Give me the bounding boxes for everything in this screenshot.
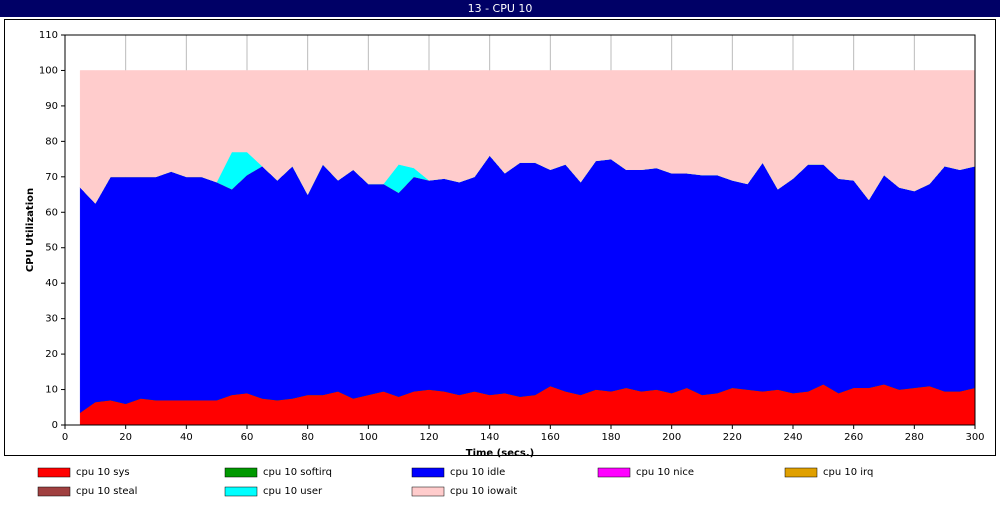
legend-swatch bbox=[597, 467, 631, 478]
x-tick-label: 20 bbox=[119, 432, 132, 443]
legend-swatch bbox=[37, 486, 71, 497]
legend-label: cpu 10 sys bbox=[76, 467, 130, 478]
y-axis-label: CPU Utilization bbox=[25, 188, 36, 272]
chart-title: 13 - CPU 10 bbox=[468, 2, 533, 15]
y-tick-label: 100 bbox=[39, 65, 58, 76]
y-tick-label: 20 bbox=[45, 349, 58, 360]
legend-label: cpu 10 idle bbox=[450, 467, 505, 478]
x-tick-label: 40 bbox=[180, 432, 193, 443]
x-tick-label: 220 bbox=[723, 432, 742, 443]
legend-swatch bbox=[224, 486, 258, 497]
legend-label: cpu 10 nice bbox=[636, 467, 694, 478]
x-tick-label: 80 bbox=[301, 432, 314, 443]
x-tick-label: 100 bbox=[359, 432, 378, 443]
y-tick-label: 110 bbox=[39, 30, 58, 41]
x-axis-label: Time (secs.) bbox=[466, 448, 535, 459]
y-tick-label: 30 bbox=[45, 314, 58, 325]
x-tick-label: 180 bbox=[601, 432, 620, 443]
legend-swatch bbox=[411, 486, 445, 497]
y-tick-label: 40 bbox=[45, 278, 58, 289]
x-tick-label: 260 bbox=[844, 432, 863, 443]
y-tick-label: 70 bbox=[45, 172, 58, 183]
x-tick-label: 200 bbox=[662, 432, 681, 443]
y-tick-label: 50 bbox=[45, 243, 58, 254]
y-tick-label: 10 bbox=[45, 385, 58, 396]
y-tick-label: 0 bbox=[52, 420, 58, 431]
x-tick-label: 240 bbox=[783, 432, 802, 443]
x-tick-label: 280 bbox=[905, 432, 924, 443]
legend-label: cpu 10 iowait bbox=[450, 486, 517, 497]
legend-swatch bbox=[37, 467, 71, 478]
y-tick-label: 60 bbox=[45, 207, 58, 218]
y-tick-label: 90 bbox=[45, 101, 58, 112]
title-bar bbox=[0, 0, 1000, 17]
legend-label: cpu 10 irq bbox=[823, 467, 873, 478]
x-tick-label: 60 bbox=[241, 432, 254, 443]
x-tick-label: 0 bbox=[62, 432, 68, 443]
area bbox=[79, 155, 976, 414]
plot-border bbox=[64, 34, 976, 426]
legend-swatch bbox=[784, 467, 818, 478]
legend-label: cpu 10 softirq bbox=[263, 467, 332, 478]
legend-label: cpu 10 user bbox=[263, 486, 323, 497]
x-tick-label: 300 bbox=[965, 432, 984, 443]
y-tick-label: 80 bbox=[45, 136, 58, 147]
legend-swatch bbox=[224, 467, 258, 478]
x-tick-label: 120 bbox=[419, 432, 438, 443]
x-tick-label: 140 bbox=[480, 432, 499, 443]
x-tick-label: 160 bbox=[541, 432, 560, 443]
legend-swatch bbox=[411, 467, 445, 478]
legend-label: cpu 10 steal bbox=[76, 486, 137, 497]
